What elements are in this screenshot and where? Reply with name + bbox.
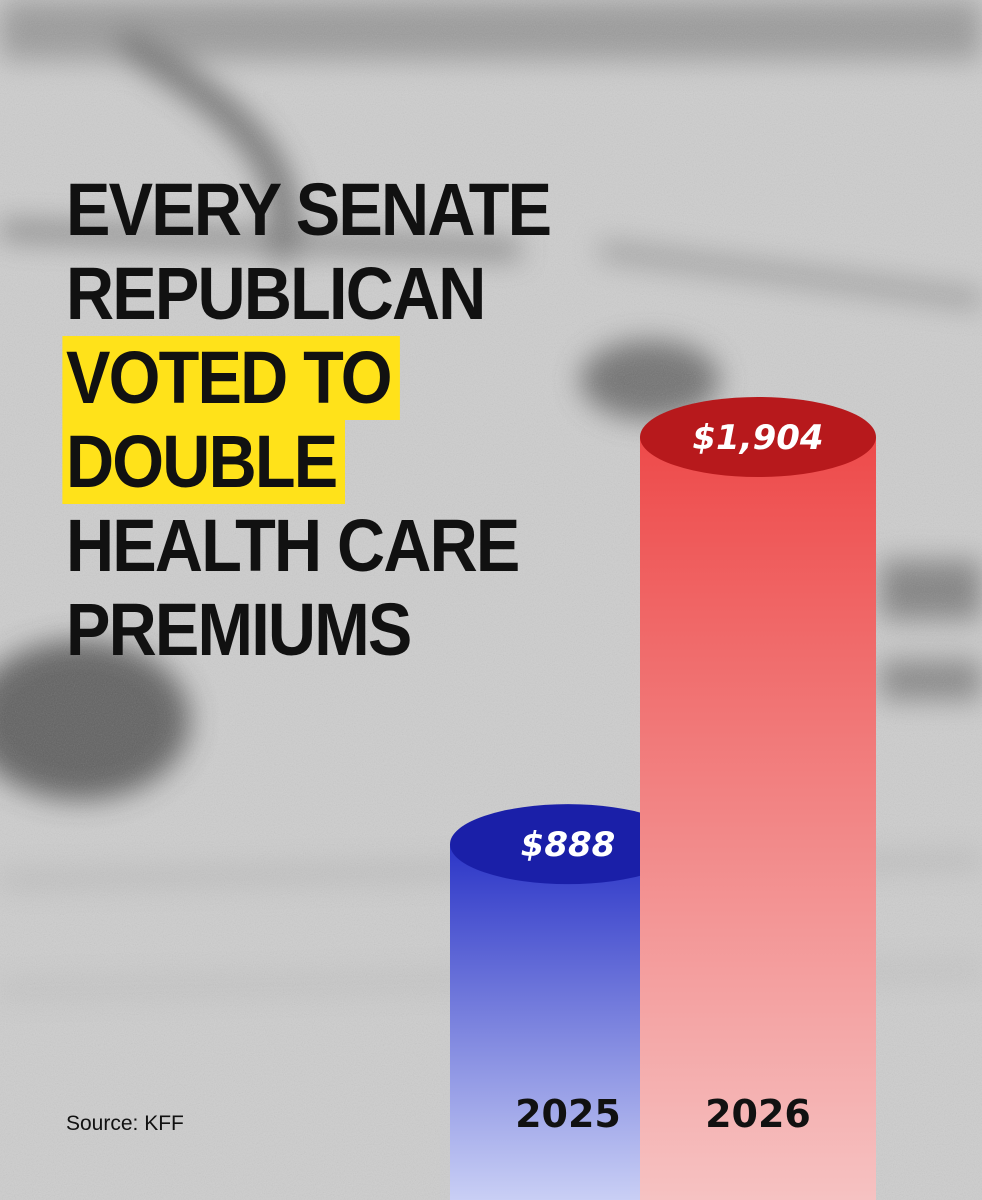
value-label-2026: $1,904 [692,418,823,458]
category-label-2026: 2026 [705,1092,811,1136]
headline-line-1: EVERY SENATE [66,168,552,251]
headline: EVERY SENATE REPUBLICAN VOTED TO DOUBLE … [62,168,552,672]
source-note: Source: KFF [66,1112,184,1135]
headline-highlight-2: DOUBLE [62,420,346,504]
bar-cap-2026 [640,397,876,477]
headline-line-3: VOTED TO [62,336,550,420]
value-label-2025: $888 [521,825,616,865]
category-label-2025: 2025 [515,1092,621,1136]
headline-highlight-1: VOTED TO [62,336,400,420]
bar-2026 [640,437,876,1200]
bar-cap-2025 [450,804,686,885]
headline-line-2: REPUBLICAN [66,252,486,335]
headline-line-5: HEALTH CARE [66,504,520,587]
headline-line-4: DOUBLE [62,420,550,504]
headline-line-6: PREMIUMS [66,588,412,671]
